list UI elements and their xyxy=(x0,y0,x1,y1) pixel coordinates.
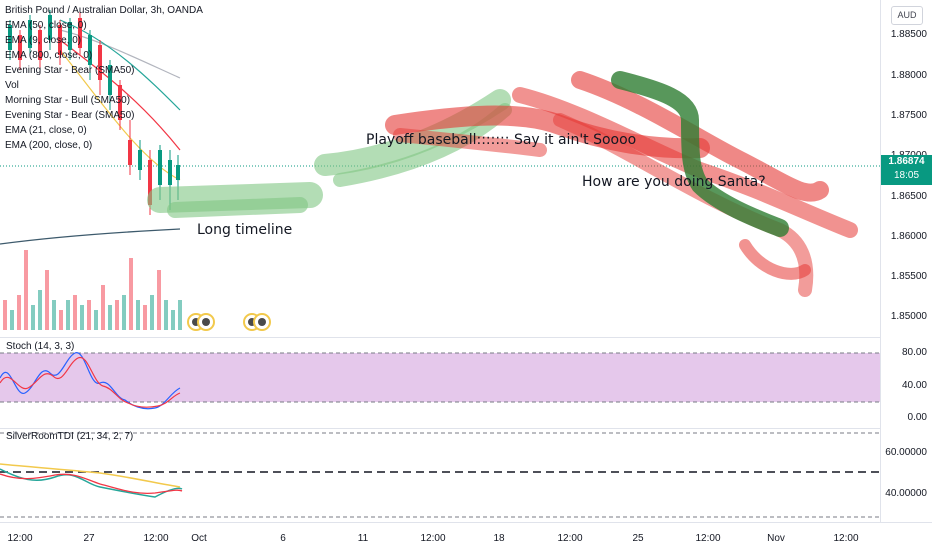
pane-divider[interactable] xyxy=(0,428,932,429)
chart-legend[interactable]: British Pound / Australian Dollar, 3h, O… xyxy=(5,3,203,153)
price-tick: 1.85000 xyxy=(890,311,927,322)
indicator-ema-50[interactable]: EMA (50, close, 0) xyxy=(5,20,87,31)
tdi-tick: 60.00000 xyxy=(885,447,927,458)
time-tick: Oct xyxy=(191,533,207,544)
event-icon[interactable] xyxy=(253,313,271,331)
stoch-k-line xyxy=(0,352,181,410)
ema-800-line xyxy=(0,228,181,245)
bar-countdown: 18:05 xyxy=(893,170,920,181)
time-tick: 25 xyxy=(632,533,644,544)
indicator-evening-star[interactable]: Evening Star - Bear (SMA50) xyxy=(5,65,135,76)
symbol-title[interactable]: British Pound / Australian Dollar, 3h, O… xyxy=(5,5,203,16)
stoch-tick: 80.00 xyxy=(901,347,927,358)
tdi-yellow-line xyxy=(0,463,181,488)
time-tick: 11 xyxy=(357,533,369,544)
indicator-vol[interactable]: Vol xyxy=(5,80,19,91)
time-tick: 12:00 xyxy=(695,533,721,544)
green-highlighter-drawing[interactable] xyxy=(147,89,512,218)
time-axis[interactable]: 12:00 27 12:00 Oct 6 11 12:00 18 12:00 2… xyxy=(0,522,932,551)
price-chart-pane[interactable]: British Pound / Australian Dollar, 3h, O… xyxy=(0,0,880,336)
time-tick: 27 xyxy=(83,533,95,544)
stoch-pane[interactable]: Stoch (14, 3, 3) xyxy=(0,338,880,428)
indicator-morning-star[interactable]: Morning Star - Bull (SMA50) xyxy=(5,95,131,106)
event-icon[interactable] xyxy=(197,313,215,331)
stoch-d-line xyxy=(0,357,181,408)
tdi-title[interactable]: SilverRoomTDI (21, 34, 2, 7) xyxy=(6,431,134,442)
annotation-long-timeline[interactable]: Long timeline xyxy=(197,222,293,238)
price-tick: 1.88000 xyxy=(890,70,927,81)
price-tick: 1.88500 xyxy=(890,29,927,40)
tdi-pane[interactable]: SilverRoomTDI (21, 34, 2, 7) xyxy=(0,429,880,522)
price-tick: 1.85500 xyxy=(890,271,927,282)
pane-divider[interactable] xyxy=(0,337,932,338)
indicator-ema-21[interactable]: EMA (21, close, 0) xyxy=(5,125,87,136)
stoch-title[interactable]: Stoch (14, 3, 3) xyxy=(6,341,75,352)
price-chart-canvas[interactable] xyxy=(0,0,880,336)
time-tick: 12:00 xyxy=(7,533,33,544)
indicator-ema-200[interactable]: EMA (200, close, 0) xyxy=(5,140,93,151)
indicator-ema-9[interactable]: EMA (9, close, 0) xyxy=(5,35,82,46)
tdi-red-line xyxy=(0,473,183,495)
candles xyxy=(8,10,180,215)
time-tick: 6 xyxy=(280,533,286,544)
dark-green-highlighter-drawing[interactable] xyxy=(611,71,789,237)
stoch-canvas xyxy=(0,352,880,410)
ema-200-line xyxy=(59,19,181,111)
indicator-evening-star-2[interactable]: Evening Star - Bear (SMA50) xyxy=(5,110,135,121)
price-tick: 1.86500 xyxy=(890,191,927,202)
time-tick: Nov xyxy=(767,533,785,544)
last-price-value: 1.86874 xyxy=(888,156,925,167)
price-scale[interactable]: AUD 1.88500 1.88000 1.87500 1.87000 1.86… xyxy=(880,0,932,522)
time-tick: 12:00 xyxy=(557,533,583,544)
last-price-label: 1.86874 18:05 xyxy=(881,155,932,185)
tdi-tick: 40.00000 xyxy=(885,488,927,499)
price-tick: 1.87500 xyxy=(890,110,927,121)
tdi-canvas xyxy=(0,432,880,518)
ema-50-line xyxy=(59,29,181,79)
volume-bars xyxy=(3,250,182,330)
annotation-playoff[interactable]: Playoff baseball::::::: Say it ain't Soo… xyxy=(366,132,637,148)
stoch-band xyxy=(0,353,880,402)
time-tick: 12:00 xyxy=(143,533,169,544)
time-tick: 18 xyxy=(493,533,505,544)
time-tick: 12:00 xyxy=(420,533,446,544)
time-tick: 12:00 xyxy=(833,533,859,544)
annotation-santa[interactable]: How are you doing Santa? xyxy=(582,174,766,190)
stoch-tick: 40.00 xyxy=(901,380,927,391)
price-tick: 1.86000 xyxy=(890,231,927,242)
stoch-tick: 0.00 xyxy=(907,412,927,423)
currency-button[interactable]: AUD xyxy=(891,6,923,25)
indicator-ema-800[interactable]: EMA (800, close, 0) xyxy=(5,50,93,61)
